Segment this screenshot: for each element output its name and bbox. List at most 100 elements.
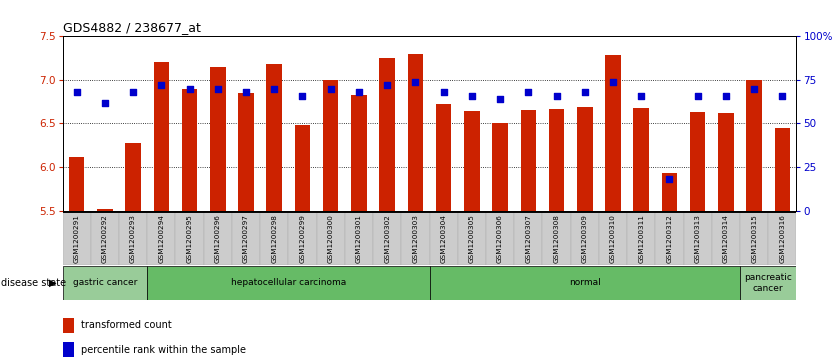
Text: GSM1200307: GSM1200307 (525, 214, 531, 263)
Point (494, 96, 507, 102)
Point (409, 79, 422, 85)
Text: GSM1200303: GSM1200303 (412, 214, 419, 263)
Bar (379, 58, 395, 211)
Bar (69, 156, 84, 211)
Point (606, 79, 620, 85)
Bar (711, 212, 740, 265)
Text: GSM1200316: GSM1200316 (779, 214, 786, 263)
Bar (515, 212, 542, 265)
Point (268, 86, 281, 91)
Text: GSM1200299: GSM1200299 (299, 214, 305, 263)
Bar (542, 212, 570, 265)
Text: GSM1200293: GSM1200293 (130, 214, 136, 263)
Bar (599, 212, 627, 265)
Text: hepatocellular carcinoma: hepatocellular carcinoma (231, 278, 346, 287)
Point (239, 89, 253, 95)
Bar (294, 125, 310, 211)
Point (776, 93, 789, 98)
Text: normal: normal (569, 278, 600, 287)
Point (154, 82, 168, 88)
Point (719, 93, 732, 98)
Text: pancreatic
cancer: pancreatic cancer (744, 273, 792, 293)
Bar (351, 95, 367, 211)
Bar (148, 212, 175, 265)
Text: GSM1200296: GSM1200296 (215, 214, 221, 263)
Bar (91, 212, 119, 265)
Point (98, 99, 112, 105)
Point (380, 82, 394, 88)
Text: GSM1200312: GSM1200312 (666, 214, 672, 263)
Point (747, 86, 761, 91)
Bar (570, 212, 599, 265)
Bar (430, 266, 740, 300)
Text: GSM1200315: GSM1200315 (751, 214, 757, 263)
Bar (768, 212, 796, 265)
Point (437, 89, 450, 95)
Bar (690, 112, 706, 211)
Bar (153, 62, 169, 211)
Text: GSM1200313: GSM1200313 (695, 214, 701, 263)
Bar (718, 113, 734, 211)
Bar (239, 93, 254, 211)
Text: GSM1200314: GSM1200314 (723, 214, 729, 263)
Text: GDS4882 / 238677_at: GDS4882 / 238677_at (63, 21, 200, 34)
Bar (549, 110, 565, 211)
Bar (401, 212, 430, 265)
Bar (775, 128, 790, 211)
Bar (317, 212, 344, 265)
Bar (119, 212, 148, 265)
Text: GSM1200300: GSM1200300 (328, 214, 334, 263)
Text: GSM1200297: GSM1200297 (243, 214, 249, 263)
Bar (430, 212, 458, 265)
Bar (182, 89, 198, 211)
Bar (63, 342, 74, 357)
Text: disease state: disease state (1, 278, 66, 288)
Text: percentile rank within the sample: percentile rank within the sample (81, 344, 246, 355)
Point (296, 93, 309, 98)
Point (578, 89, 591, 95)
Point (127, 89, 140, 95)
Text: GSM1200309: GSM1200309 (582, 214, 588, 263)
Bar (740, 212, 768, 265)
Bar (436, 104, 451, 211)
Bar (605, 56, 620, 211)
Bar (323, 80, 339, 211)
Bar (656, 212, 684, 265)
Point (550, 93, 563, 98)
Point (211, 86, 224, 91)
Point (324, 86, 338, 91)
Point (635, 93, 648, 98)
Point (352, 89, 365, 95)
Bar (289, 212, 317, 265)
Text: GSM1200295: GSM1200295 (187, 214, 193, 263)
Bar (492, 123, 508, 211)
Text: ▶: ▶ (49, 278, 56, 288)
Bar (634, 108, 649, 211)
Text: GSM1200306: GSM1200306 (497, 214, 503, 263)
Text: GSM1200311: GSM1200311 (638, 214, 644, 263)
Bar (661, 173, 677, 211)
Bar (148, 266, 430, 300)
Bar (260, 212, 289, 265)
Text: GSM1200304: GSM1200304 (440, 214, 447, 263)
Text: gastric cancer: gastric cancer (73, 278, 137, 287)
Bar (97, 209, 113, 211)
Text: GSM1200301: GSM1200301 (356, 214, 362, 263)
Text: GSM1200294: GSM1200294 (158, 214, 164, 263)
Bar (684, 212, 711, 265)
Point (691, 93, 705, 98)
Bar (267, 64, 282, 211)
Bar (627, 212, 656, 265)
Bar (464, 111, 480, 211)
Bar (63, 266, 148, 300)
Point (465, 93, 479, 98)
Bar (373, 212, 401, 265)
Point (663, 176, 676, 182)
Bar (344, 212, 373, 265)
Text: GSM1200308: GSM1200308 (554, 214, 560, 263)
Text: GSM1200302: GSM1200302 (384, 214, 390, 263)
Bar (232, 212, 260, 265)
Text: GSM1200310: GSM1200310 (610, 214, 616, 263)
Point (521, 89, 535, 95)
Bar (486, 212, 515, 265)
